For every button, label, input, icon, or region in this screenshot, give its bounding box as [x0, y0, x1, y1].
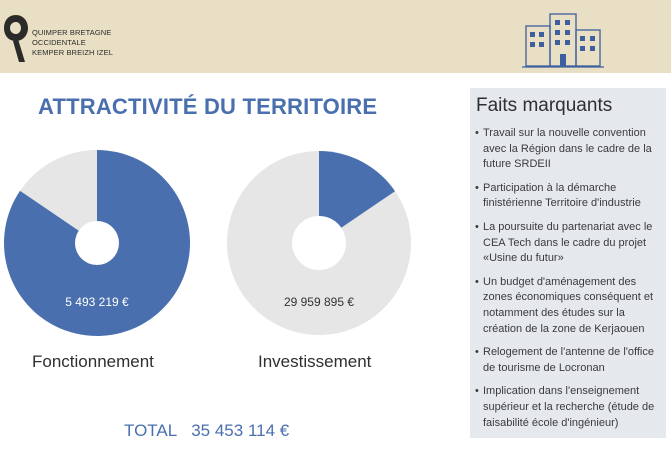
- logo-line: QUIMPER BRETAGNE: [32, 28, 112, 37]
- logo-line: KEMPER BREIZH IZEL: [32, 48, 113, 57]
- list-item-text: La poursuite du partenariat avec le CEA …: [483, 220, 653, 265]
- highlights-panel: Faits marquants • Travail sur la nouvelle…: [470, 88, 666, 438]
- highlights-list: • Travail sur la nouvelle convention avec…: [470, 126, 666, 439]
- bullet-icon: •: [475, 181, 479, 194]
- pie-value-label: 5 493 219 €: [65, 295, 129, 309]
- list-item: • Un budget d'aménagement des zones écono…: [470, 275, 666, 337]
- total: TOTAL 35 453 114 €: [124, 421, 289, 441]
- logo-text: QUIMPER BRETAGNE OCCIDENTALE KEMPER BREI…: [32, 28, 113, 58]
- list-item: • Implication dans l'enseignement supérie…: [470, 384, 666, 431]
- panel-title: Faits marquants: [476, 95, 613, 116]
- bullet-icon: •: [475, 220, 479, 233]
- chart-label-fonctionnement: Fonctionnement: [32, 352, 154, 371]
- bullet-icon: •: [475, 275, 479, 288]
- pie-slice: [20, 150, 98, 243]
- list-item-text: Relogement de l'antenne de l'office de t…: [483, 346, 654, 374]
- bullet-icon: •: [475, 385, 479, 398]
- header-banner: QUIMPER BRETAGNE OCCIDENTALE KEMPER BREI…: [0, 0, 671, 73]
- logo-line: OCCIDENTALE: [32, 38, 86, 47]
- list-item-text: Un budget d'aménagement des zones économ…: [483, 275, 654, 335]
- list-item: • Relogement de l'antenne de l'office de …: [470, 345, 666, 376]
- list-item: • Travail sur la nouvelle convention avec…: [470, 126, 666, 173]
- pie-slice: [319, 151, 396, 243]
- total-label: TOTAL: [124, 421, 178, 440]
- donut-hole: [292, 216, 346, 270]
- total-value: 35 453 114 €: [191, 421, 290, 440]
- chart-label-investissement: Investissement: [258, 352, 372, 371]
- buildings-icon: [522, 13, 604, 68]
- list-item-text: Travail sur la nouvelle convention avec …: [483, 127, 652, 171]
- list-item-text: Participation à la démarche finistérienn…: [483, 181, 641, 210]
- pie-slice: [3, 150, 190, 336]
- quimper-logo-icon: [4, 15, 28, 62]
- pie-value-label: 29 959 895 €: [284, 295, 354, 309]
- bullet-icon: •: [475, 346, 479, 359]
- bullet-icon: •: [475, 127, 479, 139]
- list-item-text: Implication dans l'enseignement supérieu…: [483, 385, 655, 429]
- list-item: • La poursuite du partenariat avec le CEA…: [470, 220, 666, 267]
- list-item: • Participation à la démarche finistérien…: [470, 181, 666, 212]
- donut-hole: [75, 221, 119, 265]
- page-title: ATTRACTIVITÉ DU TERRITOIRE: [38, 94, 378, 119]
